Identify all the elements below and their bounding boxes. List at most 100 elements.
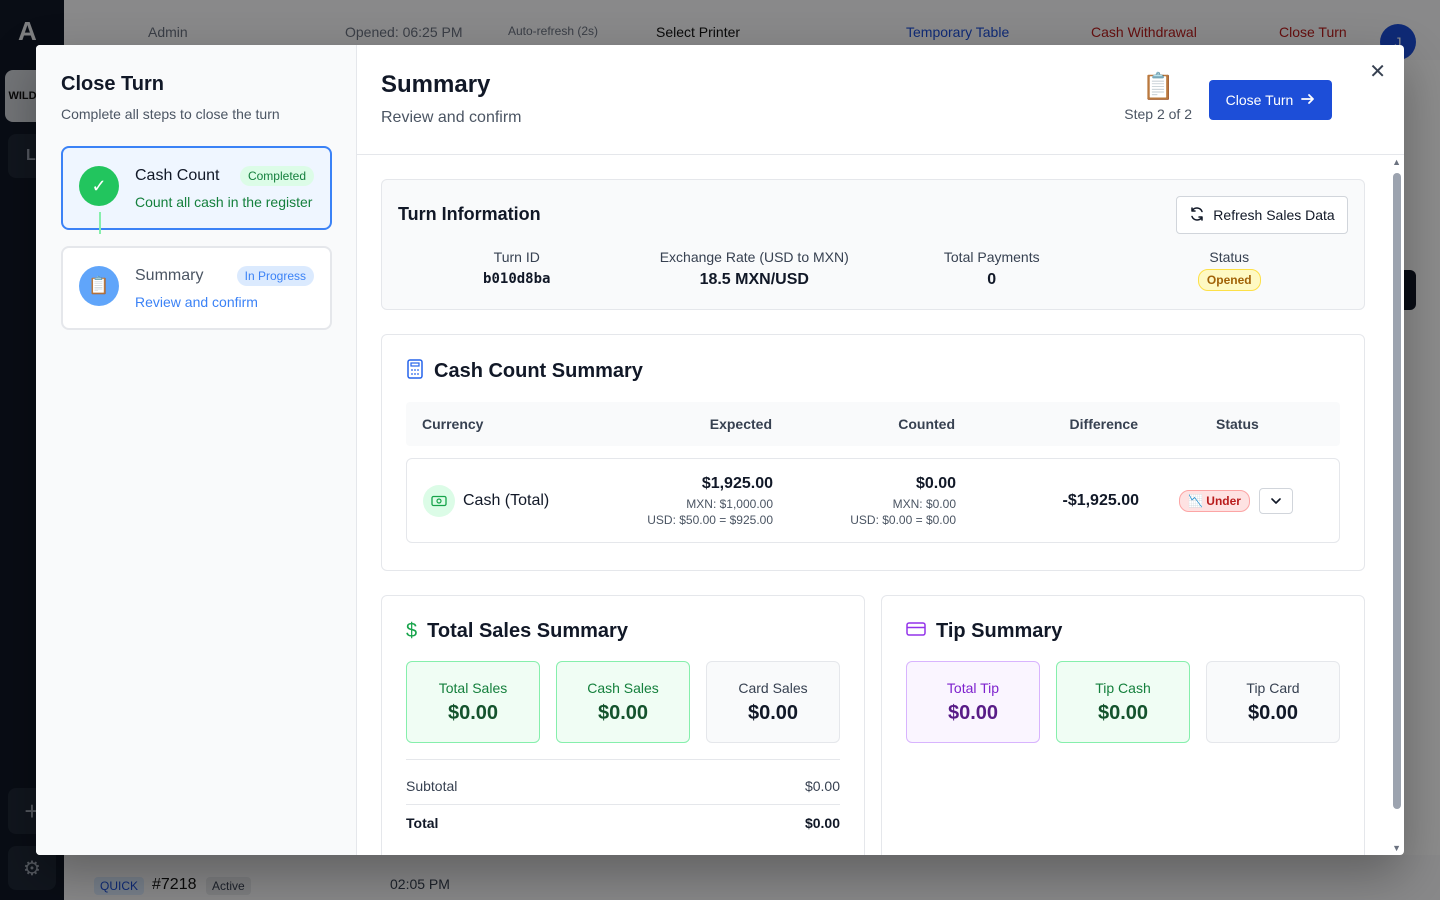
turn-info-card: Turn Information Refresh Sales Data Turn… (381, 179, 1365, 310)
subtotal-value: $0.00 (804, 778, 840, 794)
select-printer[interactable]: Select Printer (656, 24, 741, 40)
close-turn-modal: Close Turn Complete all steps to close t… (36, 45, 1404, 855)
table-header: Currency Expected Counted Difference Sta… (406, 402, 1340, 446)
tip-summary-title: Tip Summary (936, 620, 1063, 642)
summary-content: Turn Information Refresh Sales Data Turn… (357, 155, 1392, 855)
order-row (64, 855, 1440, 900)
step-desc: Review and confirm (135, 294, 258, 310)
tile-label: Tip Card (1246, 680, 1300, 696)
arrow-right-icon (1301, 92, 1315, 109)
steps-title: Close Turn (61, 73, 164, 95)
main-panel: Summary Review and confirm 📋 Step 2 of 2… (357, 45, 1404, 855)
info-label: Turn ID (493, 249, 540, 265)
page-title: Summary (381, 71, 491, 98)
exchange-rate: Exchange Rate (USD to MXN) 18.5 MXN/USD (636, 249, 874, 291)
tile-label: Total Sales (438, 680, 508, 696)
tile-value: $0.00 (1097, 702, 1149, 724)
total-row: Total $0.00 (406, 804, 840, 831)
counted-usd: USD: $0.00 = $0.00 (850, 512, 956, 527)
info-label: Status (1209, 249, 1250, 265)
tip-cash-tile: Tip Cash $0.00 (1056, 661, 1190, 743)
subtotal-row: Subtotal $0.00 (406, 759, 840, 794)
step-indicator-text: Step 2 of 2 (1124, 106, 1192, 122)
scroll-down-icon[interactable]: ▼ (1392, 843, 1401, 853)
bg-close-turn-button[interactable]: Close Turn (1279, 24, 1347, 40)
close-turn-button[interactable]: Close Turn (1209, 80, 1332, 120)
step-connector (99, 212, 101, 234)
step-cash-count[interactable]: ✓ Cash Count Completed Count all cash in… (61, 146, 332, 234)
steps-panel: Close Turn Complete all steps to close t… (36, 45, 357, 855)
counted-mxn: MXN: $0.00 (892, 496, 956, 511)
expected-usd: USD: $50.00 = $925.00 (647, 512, 773, 527)
clipboard-icon: 📋 (1141, 71, 1175, 101)
table-row: Cash (Total) $1,925.00 MXN: $1,000.00 US… (406, 458, 1340, 543)
step-name: Summary (135, 267, 204, 284)
subtotal-label: Subtotal (406, 778, 458, 794)
total-sales-card: $ Total Sales Summary Total Sales $0.00 … (381, 595, 865, 855)
tile-label: Total Tip (946, 680, 1000, 696)
tile-label: Card Sales (738, 680, 808, 696)
info-value: b010d8ba (483, 271, 551, 287)
close-icon[interactable]: ✕ (1369, 61, 1386, 83)
status-badge: In Progress (236, 266, 314, 286)
cash-count-title: Cash Count Summary (434, 360, 643, 382)
turn-status: Status Opened (1111, 249, 1349, 291)
step-summary[interactable]: 📋 Summary In Progress Review and confirm (61, 246, 332, 330)
app-logo: A (18, 16, 37, 46)
expected-amount: $1,925.00 (701, 474, 773, 492)
currency-name: Cash (Total) (463, 491, 550, 509)
column-header: Status (1216, 416, 1259, 432)
status-badge-label: Under (1206, 493, 1241, 508)
scroll-up-icon[interactable]: ▲ (1392, 157, 1401, 167)
tile-value: $0.00 (947, 702, 999, 724)
admin-label[interactable]: Admin (148, 24, 188, 40)
step-name: Cash Count (135, 167, 220, 184)
total-label: Total (406, 815, 439, 831)
order-status: Active (206, 877, 251, 895)
info-label: Total Payments (943, 249, 1040, 265)
tile-value: $0.00 (447, 702, 499, 724)
total-payments: Total Payments 0 (873, 249, 1111, 291)
chevron-down-icon[interactable] (1258, 487, 1293, 514)
counted-amount: $0.00 (915, 474, 956, 492)
cash-count-card: Cash Count Summary Currency Expected Cou… (381, 334, 1365, 571)
refresh-sales-button[interactable]: Refresh Sales Data (1176, 196, 1348, 234)
cash-sales-tile: Cash Sales $0.00 (556, 661, 690, 743)
expected-mxn: MXN: $1,000.00 (686, 496, 773, 511)
tile-label: Tip Cash (1095, 680, 1151, 696)
check-icon: ✓ (79, 166, 119, 206)
turn-info-title: Turn Information (398, 204, 541, 224)
card-sales-tile: Card Sales $0.00 (706, 661, 840, 743)
tile-label: Cash Sales (587, 680, 659, 696)
column-header: Difference (1069, 416, 1138, 432)
info-value: 18.5 MXN/USD (699, 271, 809, 288)
info-label: Exchange Rate (USD to MXN) (659, 249, 849, 265)
banknote-icon (423, 484, 455, 517)
tip-summary-card: Tip Summary Total Tip $0.00 Tip Cash $0.… (881, 595, 1365, 855)
turn-id: Turn ID b010d8ba (398, 249, 636, 291)
total-sales-tile: Total Sales $0.00 (406, 661, 540, 743)
main-header: Summary Review and confirm 📋 Step 2 of 2… (357, 45, 1404, 155)
auto-refresh: Auto-refresh (2s) (508, 24, 599, 38)
dollar-icon: $ (406, 620, 418, 642)
cash-withdrawal-button[interactable]: Cash Withdrawal (1091, 24, 1197, 40)
scrollbar[interactable] (1393, 173, 1401, 809)
status-badge: Opened (1197, 269, 1261, 291)
status-badge: Completed (239, 166, 314, 186)
step-indicator: 📋 Step 2 of 2 (1124, 71, 1192, 122)
clipboard-icon: 📋 (79, 266, 119, 306)
column-header: Currency (422, 416, 484, 432)
order-number[interactable]: #7218 (152, 876, 197, 893)
opened-time: Opened: 06:25 PM (345, 24, 463, 40)
calculator-icon (406, 359, 424, 384)
temporary-table-button[interactable]: Temporary Table (906, 24, 1010, 40)
tip-card-tile: Tip Card $0.00 (1206, 661, 1340, 743)
total-value: $0.00 (804, 815, 840, 831)
tile-value: $0.00 (747, 702, 799, 724)
column-header: Expected (709, 416, 772, 432)
order-tag: QUICK (94, 877, 145, 895)
status-badge: 📉 Under (1179, 489, 1250, 512)
tile-value: $0.00 (1247, 702, 1299, 724)
step-desc: Count all cash in the register (135, 194, 313, 210)
trend-down-icon: 📉 (1188, 493, 1207, 508)
